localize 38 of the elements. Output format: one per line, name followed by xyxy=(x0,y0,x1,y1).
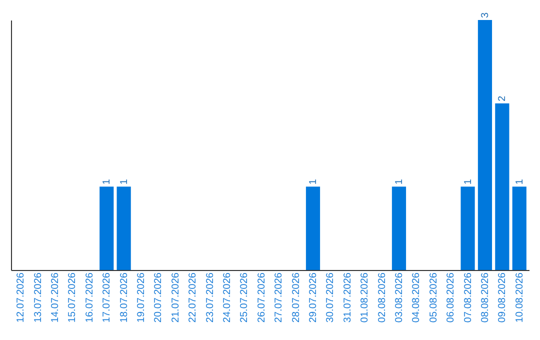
x-tick-label: 31.07.2026 xyxy=(342,272,354,323)
x-tick-label: 08.08.2026 xyxy=(480,272,491,323)
data-label: 1 xyxy=(394,178,405,185)
x-tick-label: 10.08.2026 xyxy=(514,272,526,323)
data-label: 1 xyxy=(514,178,526,185)
x-tick-label: 26.07.2026 xyxy=(256,272,268,323)
x-tick-label: 22.07.2026 xyxy=(188,272,199,323)
data-label: 2 xyxy=(497,95,508,102)
x-tick-label: 14.07.2026 xyxy=(50,272,62,323)
x-tick-label: 02.08.2026 xyxy=(376,272,388,323)
x-tick-label: 18.07.2026 xyxy=(118,272,130,323)
x-tick-label: 17.07.2026 xyxy=(102,272,113,323)
x-tick-label: 16.07.2026 xyxy=(84,272,96,323)
x-tick-label: 30.07.2026 xyxy=(325,272,336,323)
data-label: 3 xyxy=(480,12,491,18)
x-tick-label: 29.07.2026 xyxy=(308,272,319,323)
data-label: 1 xyxy=(118,178,130,185)
x-tick-label: 23.07.2026 xyxy=(204,272,216,323)
x-tick-label: 15.07.2026 xyxy=(67,272,78,323)
x-tick-label: 05.08.2026 xyxy=(428,272,440,323)
x-tick-label: 25.07.2026 xyxy=(239,272,250,323)
x-tick-label: 06.08.2026 xyxy=(446,272,457,323)
x-tick-label: 24.07.2026 xyxy=(222,272,234,323)
x-tick-label: 01.08.2026 xyxy=(360,272,371,323)
data-label: 1 xyxy=(462,178,474,185)
x-tick-label: 07.08.2026 xyxy=(462,272,474,323)
x-tick-label: 12.07.2026 xyxy=(16,272,27,323)
x-tick-label: 09.08.2026 xyxy=(497,272,508,323)
x-tick-label: 03.08.2026 xyxy=(394,272,405,323)
x-tick-label: 27.07.2026 xyxy=(274,272,285,323)
x-tick-label: 20.07.2026 xyxy=(153,272,164,323)
x-tick-label: 13.07.2026 xyxy=(32,272,44,323)
x-tick-label: 19.07.2026 xyxy=(136,272,148,323)
x-tick-label: 04.08.2026 xyxy=(411,272,422,323)
x-tick-label: 21.07.2026 xyxy=(170,272,182,323)
x-tick-label: 28.07.2026 xyxy=(290,272,302,323)
data-label: 1 xyxy=(102,178,113,185)
data-label: 1 xyxy=(308,178,319,185)
